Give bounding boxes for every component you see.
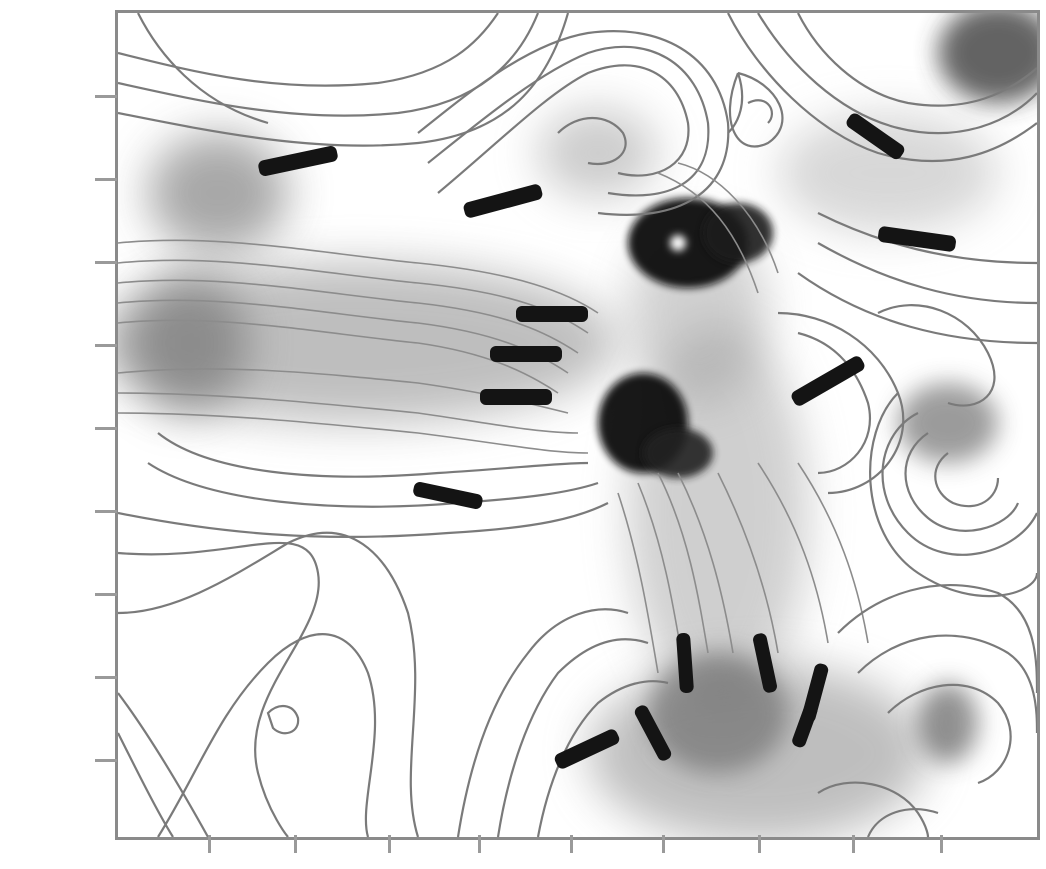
y-tick bbox=[95, 593, 117, 596]
marker bbox=[791, 356, 865, 406]
marker bbox=[258, 145, 338, 177]
marker bbox=[753, 633, 777, 693]
marker bbox=[490, 346, 562, 362]
marker bbox=[878, 226, 956, 252]
y-tick bbox=[95, 344, 117, 347]
marker bbox=[463, 184, 543, 218]
marker bbox=[516, 306, 588, 322]
x-tick bbox=[570, 835, 573, 853]
y-tick bbox=[95, 95, 117, 98]
y-tick bbox=[95, 676, 117, 679]
contour-map-canvas bbox=[118, 13, 1037, 837]
x-tick bbox=[758, 835, 761, 853]
marker bbox=[554, 729, 620, 769]
x-tick bbox=[294, 835, 297, 853]
marker bbox=[634, 705, 672, 761]
x-tick bbox=[940, 835, 943, 853]
marker bbox=[846, 113, 905, 160]
x-tick bbox=[852, 835, 855, 853]
y-tick bbox=[95, 178, 117, 181]
marker bbox=[413, 481, 483, 509]
x-tick bbox=[388, 835, 391, 853]
x-tick bbox=[662, 835, 665, 853]
x-tick bbox=[208, 835, 211, 853]
contour-map bbox=[115, 10, 1040, 840]
y-tick bbox=[95, 510, 117, 513]
x-tick bbox=[478, 835, 481, 853]
y-tick bbox=[95, 261, 117, 264]
anomaly-markers bbox=[258, 113, 956, 769]
marker bbox=[676, 632, 694, 694]
marker bbox=[792, 703, 818, 748]
y-tick bbox=[95, 427, 117, 430]
marker bbox=[480, 389, 552, 405]
contour-lines bbox=[118, 13, 1037, 837]
y-tick bbox=[95, 759, 117, 762]
